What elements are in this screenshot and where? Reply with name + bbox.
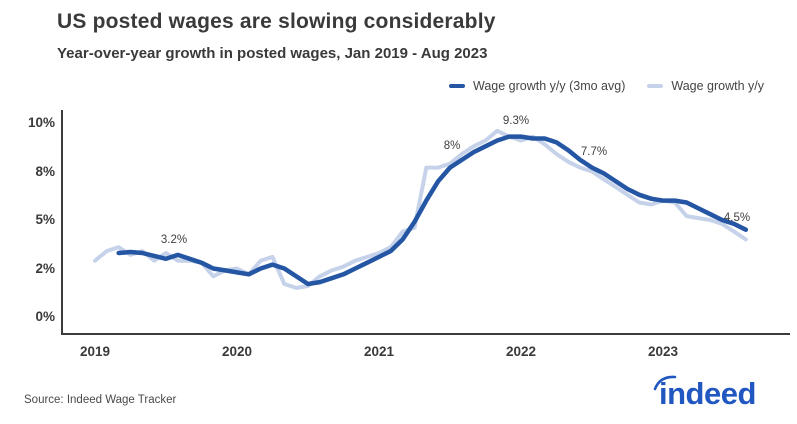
x-tick-label: 2021 xyxy=(363,344,394,359)
annotation-label: 9.3% xyxy=(502,115,530,127)
x-tick-label: 2022 xyxy=(505,344,536,359)
annotation-label: 7.7% xyxy=(580,146,608,158)
line-wage-growth-3mo-avg xyxy=(116,134,749,287)
x-tick-label: 2020 xyxy=(221,344,252,359)
indeed-swoosh-icon xyxy=(653,375,677,391)
annotation-label: 8% xyxy=(443,140,461,152)
legend-label: Wage growth y/y (3mo avg) xyxy=(472,79,626,93)
y-tick-label: 8% xyxy=(35,163,55,179)
indeed-logo: indeed xyxy=(645,374,775,416)
y-tick-label: 5% xyxy=(35,212,55,227)
y-tick-label: 10% xyxy=(27,115,55,130)
page-title: US posted wages are slowing considerably xyxy=(57,10,496,33)
legend-swatch-icon xyxy=(448,84,465,88)
indeed-logo-text: indeed xyxy=(659,376,756,411)
legend-swatch-icon xyxy=(647,84,664,88)
legend-item-0: Wage growth y/y (3mo avg) xyxy=(448,79,626,93)
chart-legend: Wage growth y/y (3mo avg) Wage growth y/y xyxy=(448,79,764,93)
page-subtitle: Year-over-year growth in posted wages, J… xyxy=(57,45,488,62)
x-tick-label: 2019 xyxy=(79,344,111,359)
y-tick-label: 2% xyxy=(35,260,55,276)
annotation-label: 3.2% xyxy=(160,234,188,246)
legend-item-1: Wage growth y/y xyxy=(647,79,764,93)
y-tick-label: 0% xyxy=(35,309,55,324)
x-tick-label: 2023 xyxy=(647,344,678,359)
source-note: Source: Indeed Wage Tracker xyxy=(24,394,177,406)
legend-label: Wage growth y/y xyxy=(671,79,764,93)
annotation-label: 4.5% xyxy=(723,212,751,224)
